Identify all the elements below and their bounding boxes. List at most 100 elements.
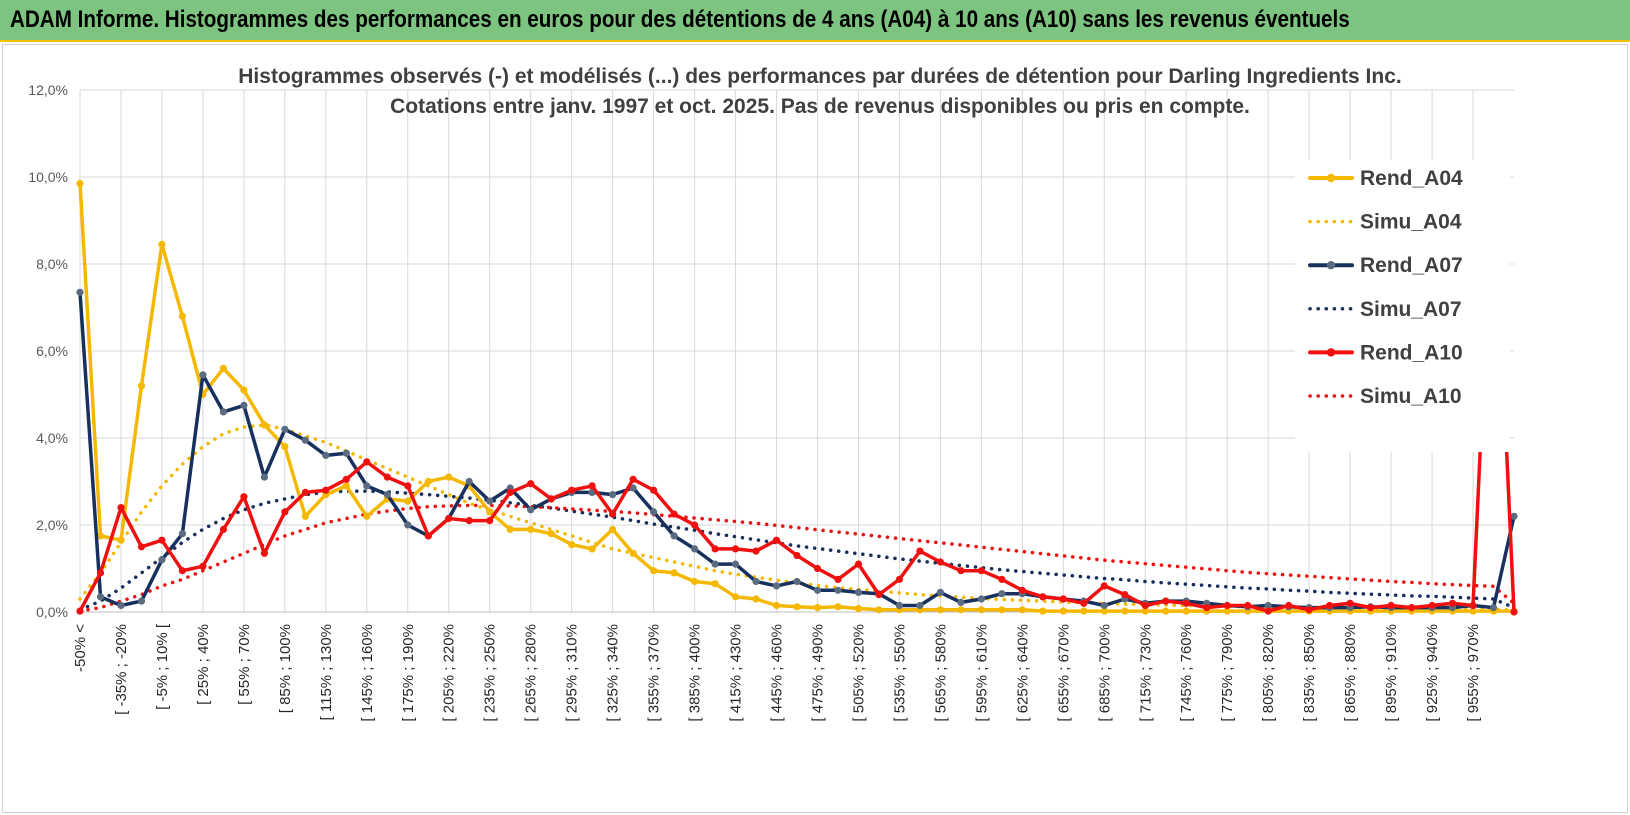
data-point bbox=[1244, 601, 1252, 610]
data-point bbox=[1039, 593, 1047, 601]
data-point bbox=[793, 551, 801, 560]
data-point bbox=[1448, 599, 1457, 607]
data-point bbox=[137, 382, 146, 390]
data-point bbox=[752, 595, 760, 603]
data-point bbox=[1346, 599, 1354, 607]
data-point bbox=[711, 580, 719, 588]
data-point bbox=[854, 588, 863, 597]
data-point bbox=[1162, 597, 1170, 605]
data-point bbox=[1223, 601, 1231, 610]
data-point bbox=[1121, 591, 1129, 599]
data-point bbox=[1387, 601, 1395, 610]
data-point bbox=[342, 482, 350, 490]
legend: Rend_A04 Simu_A04 Rend_A07 Simu_A07 Rend_A10… bbox=[1308, 167, 1463, 408]
data-point bbox=[1264, 601, 1272, 610]
data-point bbox=[301, 436, 309, 444]
data-point bbox=[752, 577, 760, 586]
data-point bbox=[1100, 601, 1108, 610]
data-point bbox=[670, 510, 678, 518]
data-point bbox=[1489, 604, 1498, 612]
data-point bbox=[486, 517, 494, 525]
x-tick-label: [ 175% ; 190% bbox=[400, 624, 417, 722]
x-tick-label: [ 775% ; 790% bbox=[1219, 624, 1236, 722]
data-point bbox=[445, 473, 453, 481]
data-point bbox=[1141, 601, 1149, 610]
x-tick-label: [ 535% ; 550% bbox=[891, 624, 908, 722]
data-point bbox=[650, 486, 658, 494]
data-point bbox=[96, 532, 105, 540]
data-point bbox=[260, 549, 268, 557]
data-point bbox=[957, 598, 965, 607]
x-tick-label: [ 865% ; 880% bbox=[1342, 624, 1359, 722]
data-point bbox=[1408, 604, 1416, 612]
legend-label: Rend_A10 bbox=[1360, 341, 1463, 364]
data-point bbox=[363, 458, 371, 466]
data-point bbox=[117, 536, 125, 544]
data-point bbox=[424, 532, 432, 540]
data-point bbox=[998, 590, 1006, 598]
data-point bbox=[711, 545, 719, 553]
data-point bbox=[916, 547, 924, 555]
data-point bbox=[1162, 607, 1170, 615]
data-point bbox=[281, 425, 289, 433]
x-tick-label: [ 415% ; 430% bbox=[728, 624, 745, 722]
data-point bbox=[875, 591, 883, 599]
data-point bbox=[588, 545, 596, 553]
data-point bbox=[834, 603, 842, 611]
data-point bbox=[609, 491, 617, 499]
data-point bbox=[1510, 608, 1518, 616]
x-tick-label: [ 205% ; 220% bbox=[441, 624, 458, 722]
legend-label: Simu_A10 bbox=[1360, 385, 1462, 408]
data-point bbox=[137, 597, 146, 605]
data-point bbox=[301, 512, 309, 520]
data-point bbox=[1428, 601, 1436, 610]
data-point bbox=[96, 569, 105, 577]
data-point bbox=[609, 510, 617, 518]
data-point bbox=[588, 482, 596, 490]
data-point bbox=[1469, 607, 1477, 615]
x-tick-label: [ 265% ; 280% bbox=[523, 624, 540, 722]
data-point bbox=[1141, 607, 1149, 615]
data-point bbox=[76, 179, 84, 188]
data-point bbox=[916, 601, 924, 610]
data-point bbox=[670, 532, 678, 540]
data-point bbox=[96, 593, 105, 601]
legend-marker bbox=[1326, 261, 1336, 270]
data-point bbox=[158, 536, 166, 544]
x-tick-label: -50% < bbox=[72, 624, 89, 672]
data-point bbox=[977, 606, 986, 614]
data-point bbox=[568, 541, 576, 549]
x-tick-label: [ 145% ; 160% bbox=[359, 624, 376, 722]
series-line-simu-a10 bbox=[78, 503, 1516, 613]
data-point bbox=[240, 401, 248, 409]
data-point bbox=[813, 604, 822, 612]
data-point bbox=[547, 495, 555, 503]
data-point bbox=[650, 508, 658, 516]
data-point bbox=[260, 473, 268, 481]
data-point bbox=[486, 508, 494, 516]
data-point bbox=[342, 475, 350, 483]
data-point bbox=[629, 475, 637, 483]
data-point bbox=[629, 484, 637, 492]
data-point bbox=[629, 549, 637, 557]
data-point bbox=[998, 575, 1006, 584]
data-point bbox=[1285, 601, 1293, 610]
data-point bbox=[711, 560, 719, 568]
x-tick-label: [ 685% ; 700% bbox=[1096, 624, 1113, 722]
data-point bbox=[322, 486, 330, 494]
x-axis: -50% < [ -35% ; -20% [ -5% ; 10% [[ 25% ; … bbox=[72, 611, 1514, 722]
data-point bbox=[1018, 606, 1026, 614]
x-tick-label: [ 55% ; 70% bbox=[236, 624, 253, 705]
x-tick-label: [ 745% ; 760% bbox=[1178, 624, 1195, 722]
data-point bbox=[1510, 512, 1518, 520]
data-point bbox=[178, 312, 186, 320]
data-point bbox=[772, 536, 781, 544]
data-point bbox=[731, 593, 740, 601]
y-tick-label: 12,0% bbox=[28, 82, 68, 98]
data-point bbox=[772, 582, 781, 590]
y-tick-label: 8,0% bbox=[36, 256, 68, 272]
x-tick-label: [ 505% ; 520% bbox=[850, 624, 867, 722]
data-point bbox=[670, 569, 678, 577]
data-point bbox=[752, 547, 760, 555]
x-tick-label: [ 805% ; 820% bbox=[1260, 624, 1277, 722]
